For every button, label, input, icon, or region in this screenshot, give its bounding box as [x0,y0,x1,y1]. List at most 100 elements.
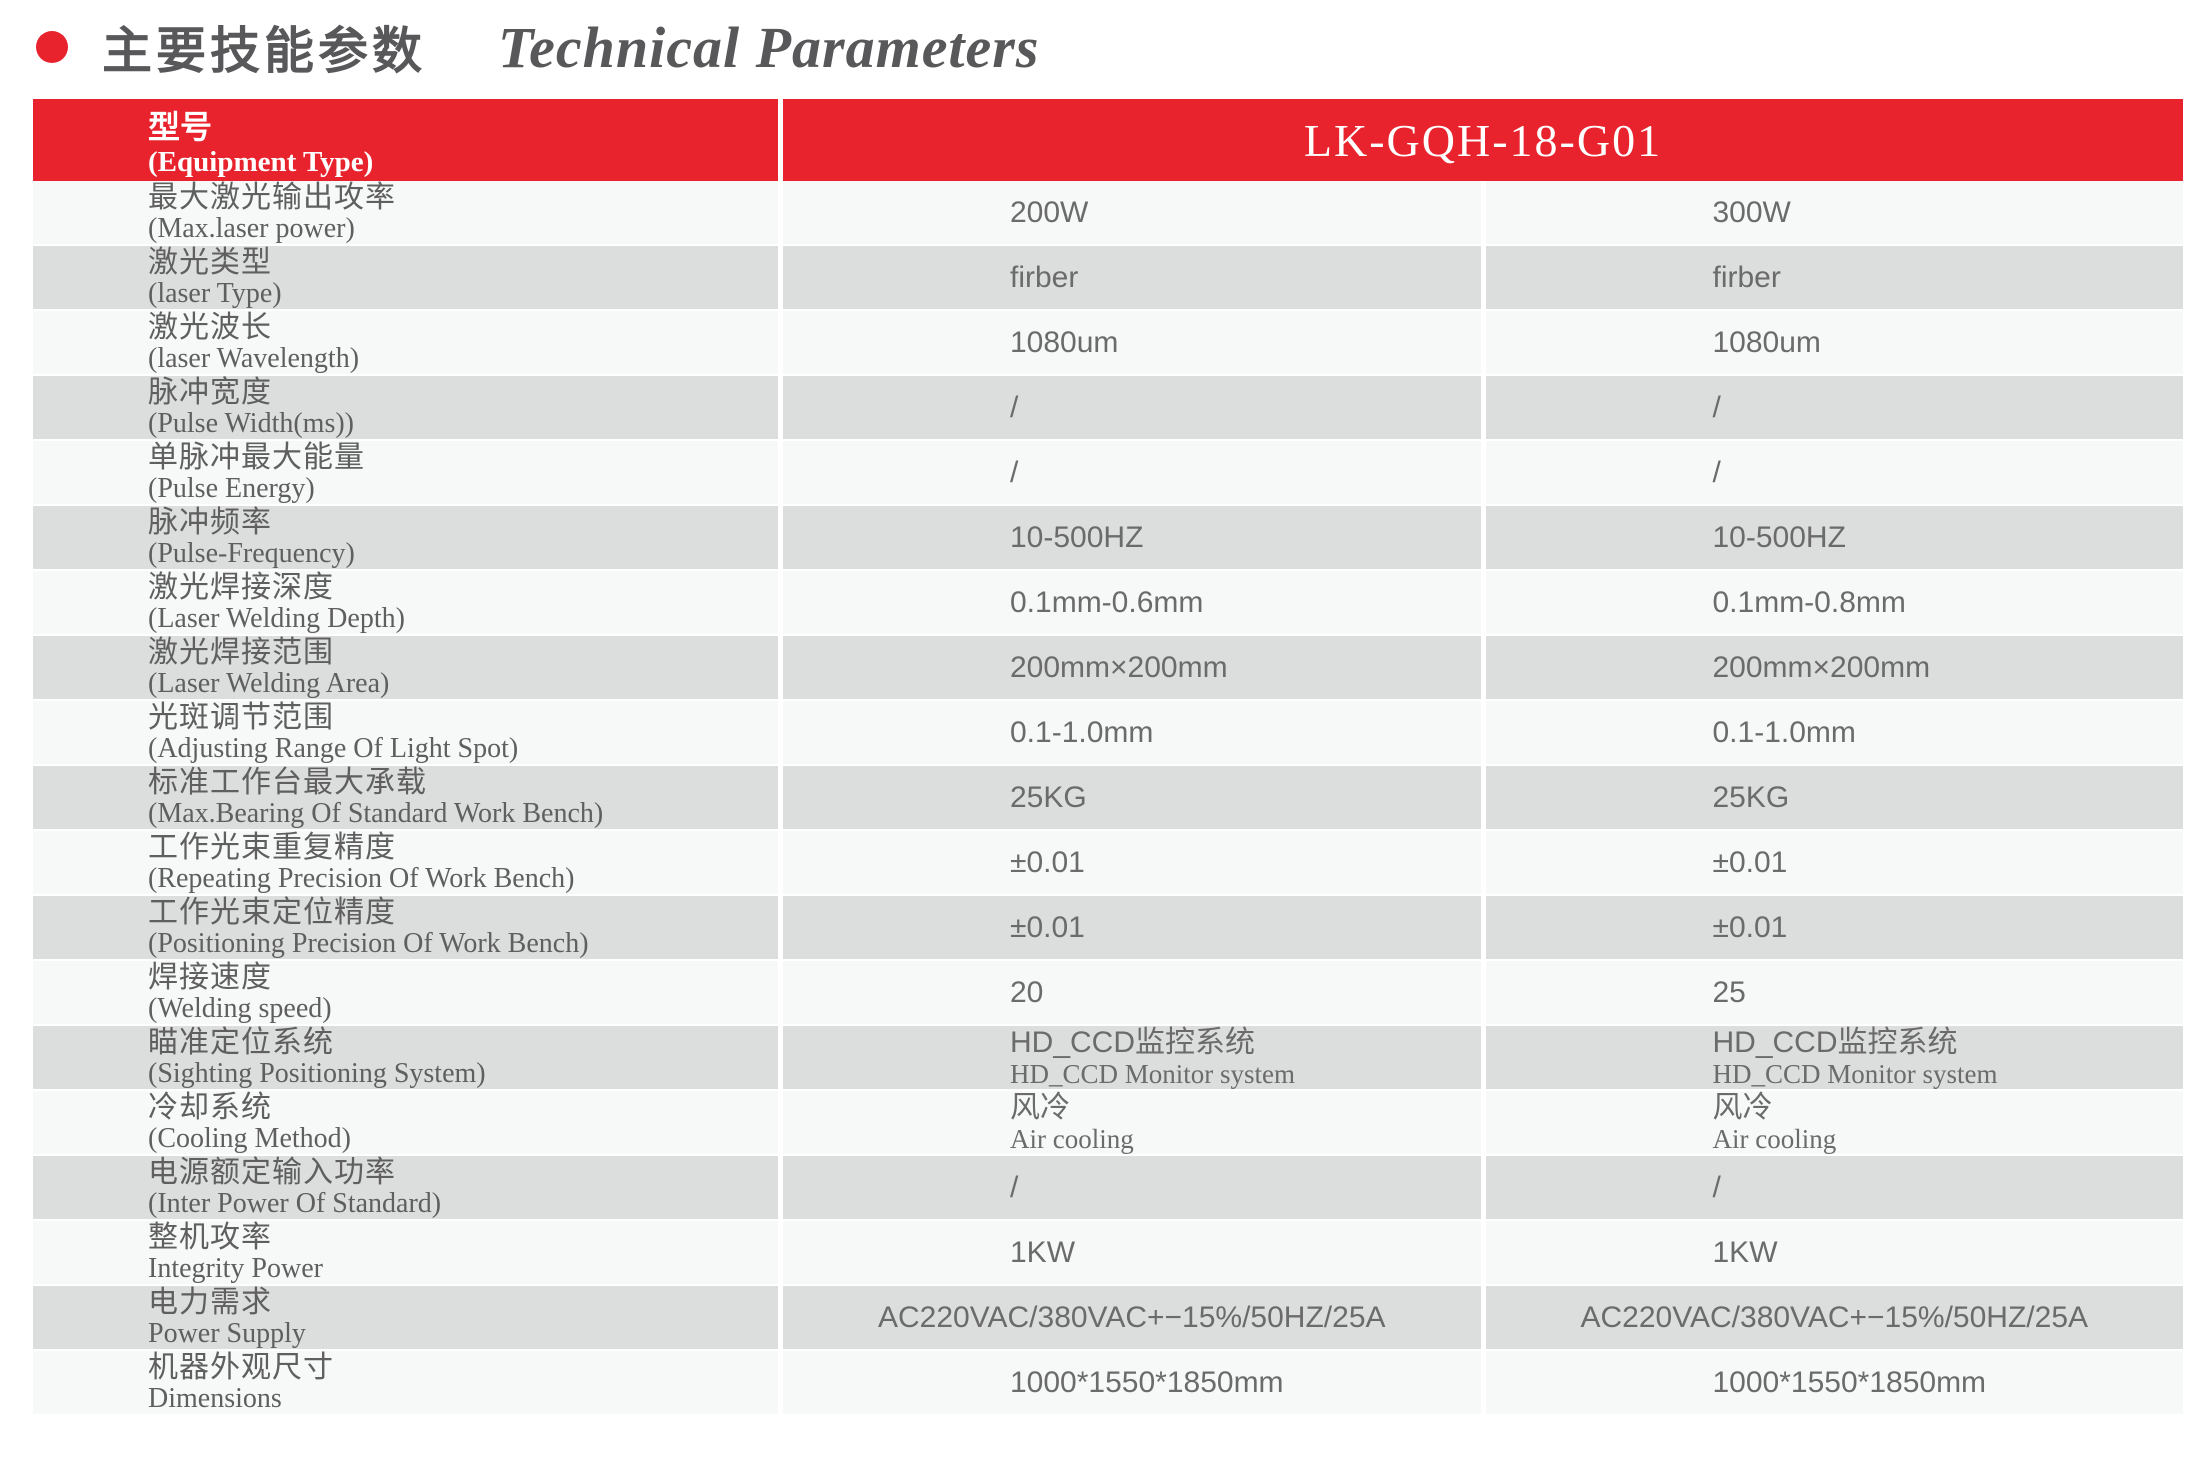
value-text: 1000*1550*1850mm [1010,1365,1284,1399]
row-label-chinese: 电力需求 [148,1286,272,1319]
row-label-english: (Max.Bearing Of Standard Work Bench) [148,798,604,829]
value-cell: / [1485,441,2183,506]
red-bullet-icon [36,31,68,63]
value-english: Air cooling [1712,1123,1837,1154]
value-cell: / [1485,1156,2183,1221]
value-cell: / [1485,376,2183,441]
value-cell: HD_CCD监控系统 HD_CCD Monitor system [783,1026,1486,1091]
row-label-cell: 整机攻率 Integrity Power [33,1221,783,1286]
value-text: ±0.01 [1712,845,1788,879]
value-text: 200mm×200mm [1712,650,1931,684]
row-label-cell: 激光类型 (laser Type) [33,246,783,311]
table-row: 电源额定输入功率 (Inter Power Of Standard) / / [33,1156,2183,1221]
value-cell: 25 [1485,961,2183,1026]
row-label-cell: 激光波长 (laser Wavelength) [33,311,783,376]
value-cell: 25KG [783,766,1486,831]
row-label-chinese: 脉冲频率 [148,506,272,539]
row-label-english: (Pulse Energy) [148,473,315,504]
row-label-chinese: 单脉冲最大能量 [148,441,365,474]
value-cell: firber [1485,246,2183,311]
value-text: ±0.01 [1010,845,1085,879]
value-text: firber [1712,260,1781,294]
row-label-cell: 最大激光输出攻率 (Max.laser power) [33,181,783,246]
value-cell: 200mm×200mm [1485,636,2183,701]
row-label-cell: 激光焊接深度 (Laser Welding Depth) [33,571,783,636]
table-row: 光斑调节范围 (Adjusting Range Of Light Spot) 0.1… [33,701,2183,766]
row-label-english: (Inter Power Of Standard) [148,1188,442,1219]
value-text: ±0.01 [1712,910,1788,944]
value-cell: 0.1-1.0mm [783,701,1486,766]
value-cell: 0.1-1.0mm [1485,701,2183,766]
value-cell: 风冷 Air cooling [783,1091,1486,1156]
value-cell: firber [783,246,1486,311]
row-label-cell: 瞄准定位系统 (Sighting Positioning System) [33,1026,783,1091]
value-text: 25KG [1010,780,1087,814]
value-text: 1080um [1010,325,1119,359]
row-label-cell: 激光焊接范围 (Laser Welding Area) [33,636,783,701]
table-row: 脉冲频率 (Pulse-Frequency) 10-500HZ 10-500HZ [33,506,2183,571]
table-row: 激光类型 (laser Type) firber firber [33,246,2183,311]
value-text: ±0.01 [1010,910,1085,944]
value-cell: ±0.01 [1485,896,2183,961]
row-label-chinese: 最大激光输出攻率 [148,181,396,214]
value-text: 10-500HZ [1010,520,1144,554]
table-row: 激光波长 (laser Wavelength) 1080um 1080um [33,311,2183,376]
value-cell: 1000*1550*1850mm [783,1351,1486,1416]
table-row: 工作光束定位精度 (Positioning Precision Of Work B… [33,896,2183,961]
value-cell: 1080um [1485,311,2183,376]
row-label-english: (Cooling Method) [148,1123,351,1154]
table-row: 激光焊接深度 (Laser Welding Depth) 0.1mm-0.6mm 0.… [33,571,2183,636]
value-text: 1000*1550*1850mm [1712,1365,1987,1399]
row-label-english: (Welding speed) [148,993,332,1024]
value-chinese: 风冷 [1010,1090,1070,1124]
row-label-english: Dimensions [148,1383,282,1414]
row-label-english: (Adjusting Range Of Light Spot) [148,733,519,764]
value-cell: 300W [1485,181,2183,246]
section-title-english: Technical Parameters [498,14,1040,80]
value-text: 25KG [1712,780,1790,814]
header-label-chinese: 型号 [148,109,213,145]
value-text: 200W [1010,195,1089,229]
row-label-chinese: 激光波长 [148,311,272,344]
value-english: HD_CCD Monitor system [1712,1058,1998,1089]
value-cell: ±0.01 [1485,831,2183,896]
section-title: 主要技能参数 Technical Parameters [36,10,1039,84]
value-text: 1KW [1712,1235,1778,1269]
value-cell: ±0.01 [783,831,1486,896]
row-label-chinese: 工作光束定位精度 [148,896,396,929]
value-cell: 10-500HZ [783,506,1486,571]
value-text: 1080um [1712,325,1821,359]
row-label-chinese: 机器外观尺寸 [148,1351,334,1384]
row-label-english: (Repeating Precision Of Work Bench) [148,863,575,894]
header-label-cell: 型号 (Equipment Type) [33,99,783,181]
value-chinese: 风冷 [1712,1090,1773,1124]
value-cell: / [783,1156,1486,1221]
value-text: 25 [1712,975,1746,1009]
row-label-chinese: 激光焊接范围 [148,636,334,669]
value-text: / [1010,1170,1019,1204]
value-text: 0.1-1.0mm [1010,715,1154,749]
value-text: 300W [1712,195,1791,229]
value-cell: AC220VAC/380VAC+−15%/50HZ/25A [1485,1286,2183,1351]
value-cell: / [783,441,1486,506]
row-label-cell: 脉冲频率 (Pulse-Frequency) [33,506,783,571]
table-row: 机器外观尺寸 Dimensions 1000*1550*1850mm 1000*155… [33,1351,2183,1416]
row-label-chinese: 工作光束重复精度 [148,831,396,864]
row-label-chinese: 电源额定输入功率 [148,1156,396,1189]
value-cell: ±0.01 [783,896,1486,961]
value-cell: 风冷 Air cooling [1485,1090,2183,1156]
row-label-chinese: 脉冲宽度 [148,376,272,409]
value-text: 0.1-1.0mm [1712,715,1856,749]
row-label-english: Integrity Power [148,1253,323,1284]
row-label-chinese: 光斑调节范围 [148,701,334,734]
value-cell: 1000*1550*1850mm [1485,1351,2183,1416]
row-label-cell: 光斑调节范围 (Adjusting Range Of Light Spot) [33,701,783,766]
row-label-cell: 电源额定输入功率 (Inter Power Of Standard) [33,1156,783,1221]
table-row: 激光焊接范围 (Laser Welding Area) 200mm×200mm 200… [33,636,2183,701]
spec-table: 型号 (Equipment Type) LK-GQH-18-G01 最大激光输出… [33,99,2183,1416]
value-cell: 1KW [1485,1221,2183,1286]
value-text: 10-500HZ [1712,520,1846,554]
table-row: 工作光束重复精度 (Repeating Precision Of Work Ben… [33,831,2183,896]
value-chinese: HD_CCD监控系统 [1010,1025,1256,1059]
header-model-cell: LK-GQH-18-G01 [1303,114,1663,166]
